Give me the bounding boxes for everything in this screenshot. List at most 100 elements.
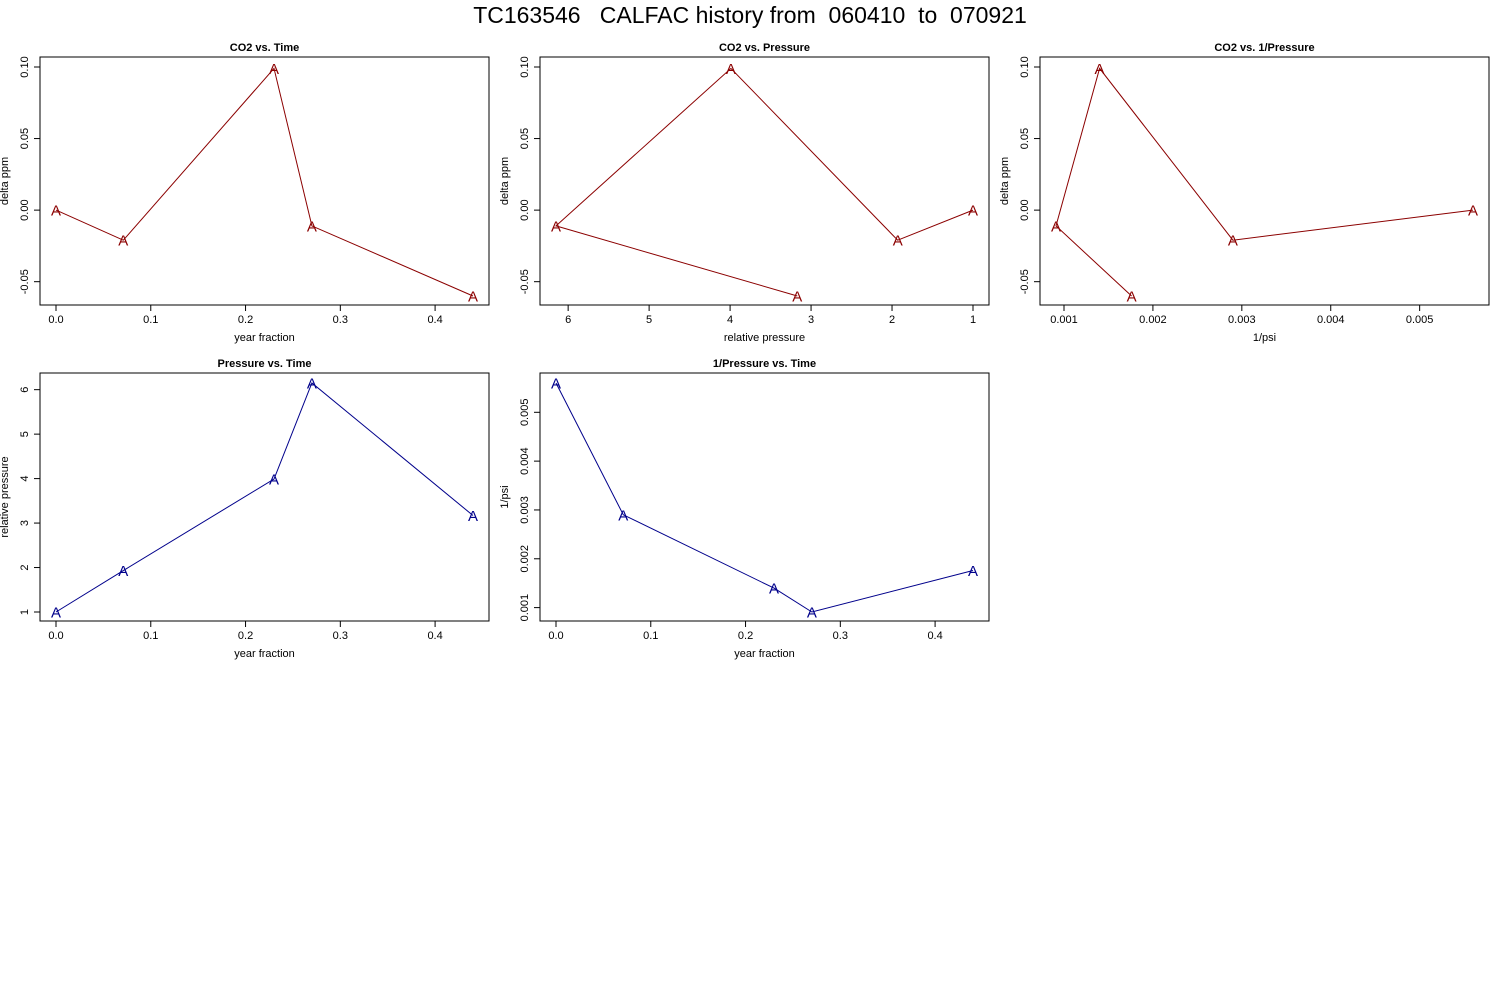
x-tick-label: 3 (808, 314, 814, 326)
data-point: A (269, 61, 279, 78)
x-tick-label: 4 (727, 314, 733, 326)
plot-frame (539, 56, 990, 306)
y-tick-label: 0.10 (519, 56, 531, 77)
y-tick-label: 0.001 (519, 594, 531, 622)
chart-inv-pressure-vs-time: 1/Pressure vs. Time 0.0 0.1 0.2 0.3 0.4 year f… (499, 358, 990, 660)
series-line (55, 67, 474, 297)
x-tick-label: 0.004 (1317, 314, 1345, 326)
data-point: A (968, 203, 978, 220)
y-axis-label: delta ppm (0, 157, 11, 205)
data-point: A (1468, 203, 1478, 220)
x-tick-label: 0.1 (143, 630, 158, 642)
x-tick-label: 0.005 (1406, 314, 1434, 326)
x-tick-label: 0.0 (48, 630, 63, 642)
data-point: A (551, 376, 561, 393)
data-point: A (269, 472, 279, 489)
y-tick-label: 0.00 (519, 199, 531, 220)
y-tick-label: 5 (19, 431, 31, 437)
x-tick-label: 6 (565, 314, 571, 326)
x-tick-label: 0.2 (738, 630, 753, 642)
x-axis-label: relative pressure (724, 332, 805, 344)
y-axis-label: 1/psi (499, 485, 511, 508)
y-tick-label: 1 (19, 609, 31, 615)
y-tick-label: 0.05 (19, 128, 31, 149)
series-line (554, 67, 974, 297)
plot-frame (39, 56, 490, 306)
chart-co2-vs-pressure: CO2 vs. Pressure 6 5 4 3 2 1 relative pressure -… (499, 42, 990, 344)
chart-title: CO2 vs. Time (230, 42, 300, 54)
data-point: A (51, 605, 61, 622)
data-point: A (618, 507, 628, 524)
x-tick-label: 0.0 (48, 314, 63, 326)
y-axis-label: delta ppm (999, 157, 1011, 205)
y-tick-label: 0.00 (1019, 199, 1031, 220)
y-axis-label: relative pressure (0, 456, 11, 537)
x-tick-label: 0.4 (927, 630, 942, 642)
x-tick-label: 0.4 (427, 630, 442, 642)
data-point: A (118, 563, 128, 580)
chart-title: CO2 vs. Pressure (719, 42, 810, 54)
y-axis-label: delta ppm (499, 157, 511, 205)
y-tick-label: 0.05 (519, 128, 531, 149)
plot-frame (39, 372, 490, 622)
chart-title: Pressure vs. Time (218, 358, 312, 370)
y-tick-label: 0.003 (519, 496, 531, 524)
y-tick-label: 2 (19, 564, 31, 570)
x-tick-label: 1 (970, 314, 976, 326)
series-line (1055, 67, 1474, 297)
x-tick-label: 0.1 (143, 314, 158, 326)
data-point: A (551, 218, 561, 235)
data-point: A (1095, 61, 1105, 78)
x-tick-label: 0.002 (1139, 314, 1167, 326)
data-point: A (807, 605, 817, 622)
chart-title: CO2 vs. 1/Pressure (1214, 42, 1314, 54)
chart-title: 1/Pressure vs. Time (713, 358, 816, 370)
data-point: A (968, 563, 978, 580)
data-point: A (1228, 233, 1238, 250)
y-tick-label: 0.00 (19, 199, 31, 220)
x-tick-label: 0.4 (427, 314, 442, 326)
chart-co2-vs-inv-pressure: CO2 vs. 1/Pressure 0.001 0.002 0.003 0.004 0.… (999, 42, 1490, 344)
x-tick-label: 5 (646, 314, 652, 326)
x-tick-label: 0.0 (548, 630, 563, 642)
y-tick-label: 0.005 (519, 399, 531, 427)
y-tick-label: 6 (19, 387, 31, 393)
chart-pressure-vs-time: Pressure vs. Time 0.0 0.1 0.2 0.3 0.4 year fra… (0, 358, 490, 660)
x-tick-label: 0.003 (1228, 314, 1256, 326)
x-tick-label: 0.2 (238, 630, 253, 642)
x-tick-label: 0.3 (833, 630, 848, 642)
series-line (55, 382, 474, 613)
data-point: A (468, 289, 478, 306)
y-tick-label: 0.004 (519, 447, 531, 475)
y-tick-label: 0.10 (1019, 56, 1031, 77)
data-point: A (726, 61, 736, 78)
data-point: A (792, 289, 802, 306)
x-tick-label: 0.3 (333, 630, 348, 642)
x-axis-label: year fraction (234, 332, 295, 344)
x-tick-label: 0.3 (333, 314, 348, 326)
data-point: A (118, 233, 128, 250)
chart-co2-vs-time: CO2 vs. Time 0.0 0.1 0.2 0.3 0.4 year fraction… (0, 42, 490, 344)
y-tick-label: 4 (19, 476, 31, 482)
series-line (555, 382, 974, 613)
x-tick-label: 0.001 (1050, 314, 1078, 326)
data-point: A (893, 233, 903, 250)
x-axis-label: year fraction (234, 648, 295, 660)
y-tick-label: 3 (19, 520, 31, 526)
y-tick-label: -0.05 (1019, 269, 1031, 294)
data-point: A (1127, 289, 1137, 306)
y-tick-label: -0.05 (19, 269, 31, 294)
page-title: TC163546 CALFAC history from 060410 to 0… (473, 2, 1027, 28)
y-tick-label: 0.10 (19, 56, 31, 77)
y-tick-label: 0.002 (519, 545, 531, 573)
y-tick-label: 0.05 (1019, 128, 1031, 149)
x-tick-label: 0.1 (643, 630, 658, 642)
data-point: A (769, 581, 779, 598)
x-axis-label: 1/psi (1253, 332, 1276, 344)
x-axis-label: year fraction (734, 648, 795, 660)
data-point: A (1051, 218, 1061, 235)
y-tick-label: -0.05 (519, 269, 531, 294)
x-tick-label: 2 (889, 314, 895, 326)
data-point: A (468, 508, 478, 525)
